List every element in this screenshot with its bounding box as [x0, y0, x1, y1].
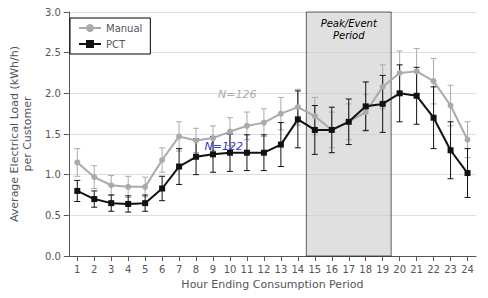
svg-text:2.0: 2.0 — [45, 88, 61, 99]
svg-text:PCT: PCT — [106, 39, 126, 50]
svg-text:Period: Period — [333, 30, 365, 41]
svg-text:1.0: 1.0 — [45, 169, 61, 180]
svg-text:17: 17 — [342, 264, 355, 275]
svg-text:Manual: Manual — [106, 23, 142, 34]
svg-text:23: 23 — [444, 264, 457, 275]
svg-text:3: 3 — [108, 264, 114, 275]
svg-text:18: 18 — [359, 264, 372, 275]
svg-text:0.5: 0.5 — [45, 210, 61, 221]
svg-text:21: 21 — [410, 264, 423, 275]
svg-text:1: 1 — [74, 264, 80, 275]
svg-text:19: 19 — [376, 264, 389, 275]
svg-text:11: 11 — [241, 264, 254, 275]
svg-text:5: 5 — [142, 264, 148, 275]
svg-text:13: 13 — [275, 264, 288, 275]
svg-text:10: 10 — [224, 264, 237, 275]
svg-text:Hour Ending Consumption Period: Hour Ending Consumption Period — [181, 278, 363, 291]
svg-text:9: 9 — [210, 264, 216, 275]
svg-text:4: 4 — [125, 264, 131, 275]
svg-text:14: 14 — [291, 264, 304, 275]
svg-text:8: 8 — [193, 264, 199, 275]
svg-text:2: 2 — [91, 264, 97, 275]
svg-text:20: 20 — [393, 264, 406, 275]
svg-text:N=122: N=122 — [205, 140, 243, 153]
svg-text:2.5: 2.5 — [45, 47, 61, 58]
svg-text:15: 15 — [308, 264, 321, 275]
svg-text:16: 16 — [325, 264, 338, 275]
svg-text:3.0: 3.0 — [45, 7, 61, 18]
svg-text:22: 22 — [427, 264, 440, 275]
svg-text:0.0: 0.0 — [45, 251, 61, 262]
svg-text:12: 12 — [258, 264, 271, 275]
svg-text:Average Electrical Load (kWh/h: Average Electrical Load (kWh/h) — [8, 46, 21, 222]
svg-text:1.5: 1.5 — [45, 129, 61, 140]
svg-text:Peak/Event: Peak/Event — [321, 18, 378, 29]
svg-text:per Customer: per Customer — [21, 96, 34, 172]
svg-text:24: 24 — [461, 264, 474, 275]
svg-text:N=126: N=126 — [218, 88, 256, 101]
svg-text:7: 7 — [176, 264, 182, 275]
svg-text:6: 6 — [159, 264, 165, 275]
